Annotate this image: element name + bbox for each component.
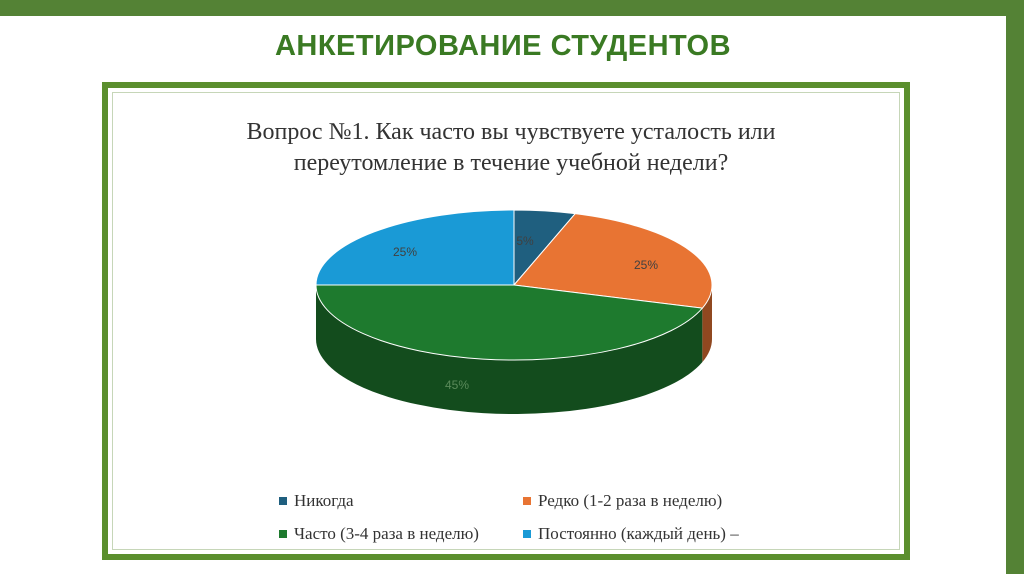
pie-data-label-3: 25% bbox=[393, 245, 417, 259]
pie-top-group bbox=[315, 209, 713, 361]
chart-title: Вопрос №1. Как часто вы чувствуете устал… bbox=[113, 117, 909, 179]
pie-slice-2 bbox=[315, 284, 704, 361]
top-frame-bar bbox=[0, 0, 1024, 16]
pie-slice-1 bbox=[513, 213, 713, 309]
slide-title: АНКЕТИРОВАНИЕ СТУДЕНТОВ bbox=[274, 30, 732, 62]
pie-data-label-2: 45% bbox=[445, 378, 469, 392]
pie-data-label-0: 5% bbox=[516, 234, 534, 248]
pie-side-1 bbox=[702, 285, 712, 363]
chart-title-line-1: Вопрос №1. Как часто вы чувствуете устал… bbox=[246, 119, 776, 145]
pie-chart: 5% 25% 45% 25% bbox=[315, 209, 713, 414]
chart-area: Вопрос №1. Как часто вы чувствуете устал… bbox=[112, 92, 900, 550]
chart-title-line-2: переутомление в течение учебной недели? bbox=[293, 150, 729, 176]
chart-container: Вопрос №1. Как часто вы чувствуете устал… bbox=[102, 82, 910, 560]
right-frame-bar bbox=[1006, 0, 1024, 574]
pie-side-2 bbox=[316, 285, 703, 414]
pie-data-label-1: 25% bbox=[634, 258, 658, 272]
pie-slice-3 bbox=[315, 209, 515, 286]
pie-side-group bbox=[316, 285, 712, 414]
